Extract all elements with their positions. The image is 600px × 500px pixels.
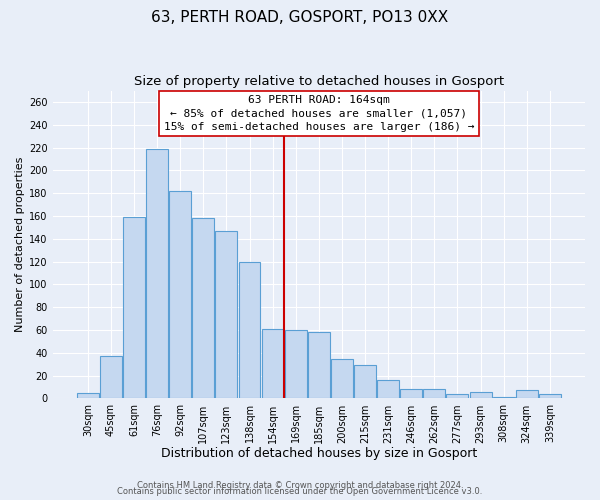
- Bar: [193, 218, 214, 398]
- Bar: [77, 393, 99, 398]
- Bar: [262, 329, 284, 398]
- Bar: [516, 390, 538, 398]
- Bar: [285, 330, 307, 398]
- Text: 63, PERTH ROAD, GOSPORT, PO13 0XX: 63, PERTH ROAD, GOSPORT, PO13 0XX: [151, 10, 449, 25]
- Bar: [215, 231, 238, 398]
- Text: 63 PERTH ROAD: 164sqm
← 85% of detached houses are smaller (1,057)
15% of semi-d: 63 PERTH ROAD: 164sqm ← 85% of detached …: [164, 95, 474, 132]
- Bar: [446, 394, 469, 398]
- Y-axis label: Number of detached properties: Number of detached properties: [15, 157, 25, 332]
- Bar: [123, 217, 145, 398]
- Title: Size of property relative to detached houses in Gosport: Size of property relative to detached ho…: [134, 75, 504, 88]
- Bar: [169, 191, 191, 398]
- Bar: [100, 356, 122, 399]
- Text: Contains public sector information licensed under the Open Government Licence v3: Contains public sector information licen…: [118, 488, 482, 496]
- Bar: [400, 390, 422, 398]
- Bar: [377, 380, 399, 398]
- Bar: [239, 262, 260, 398]
- Bar: [470, 392, 491, 398]
- X-axis label: Distribution of detached houses by size in Gosport: Distribution of detached houses by size …: [161, 447, 477, 460]
- Bar: [146, 148, 168, 398]
- Bar: [354, 366, 376, 398]
- Bar: [539, 394, 561, 398]
- Bar: [308, 332, 330, 398]
- Text: Contains HM Land Registry data © Crown copyright and database right 2024.: Contains HM Land Registry data © Crown c…: [137, 481, 463, 490]
- Bar: [331, 358, 353, 399]
- Bar: [424, 390, 445, 398]
